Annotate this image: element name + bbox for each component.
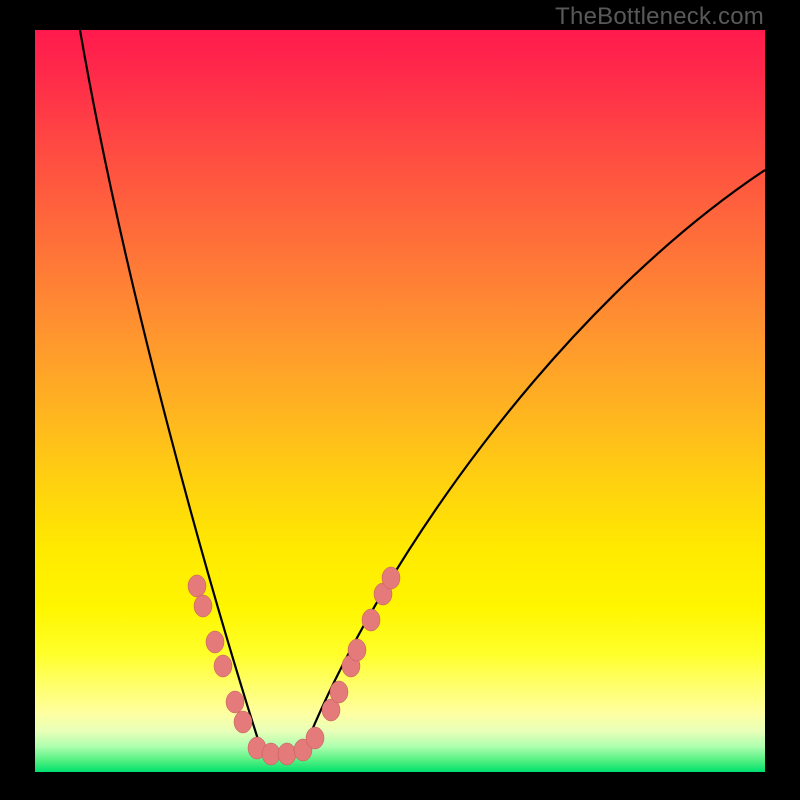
watermark-text: TheBottleneck.com xyxy=(555,3,764,31)
curve-marker xyxy=(382,567,400,589)
bottleneck-curve xyxy=(35,30,765,772)
chart-frame: TheBottleneck.com xyxy=(0,0,800,800)
curve-markers xyxy=(188,567,400,765)
plot-area xyxy=(35,30,765,772)
curve-marker xyxy=(226,691,244,713)
curve-marker xyxy=(206,631,224,653)
curve-marker xyxy=(348,639,366,661)
curve-marker xyxy=(188,575,206,597)
curve-marker xyxy=(306,727,324,749)
curve-marker xyxy=(362,609,380,631)
curve-marker xyxy=(214,655,232,677)
curve-marker xyxy=(262,743,280,765)
curve-marker xyxy=(194,595,212,617)
curve-marker xyxy=(234,711,252,733)
curve-marker xyxy=(278,743,296,765)
curve-marker xyxy=(330,681,348,703)
